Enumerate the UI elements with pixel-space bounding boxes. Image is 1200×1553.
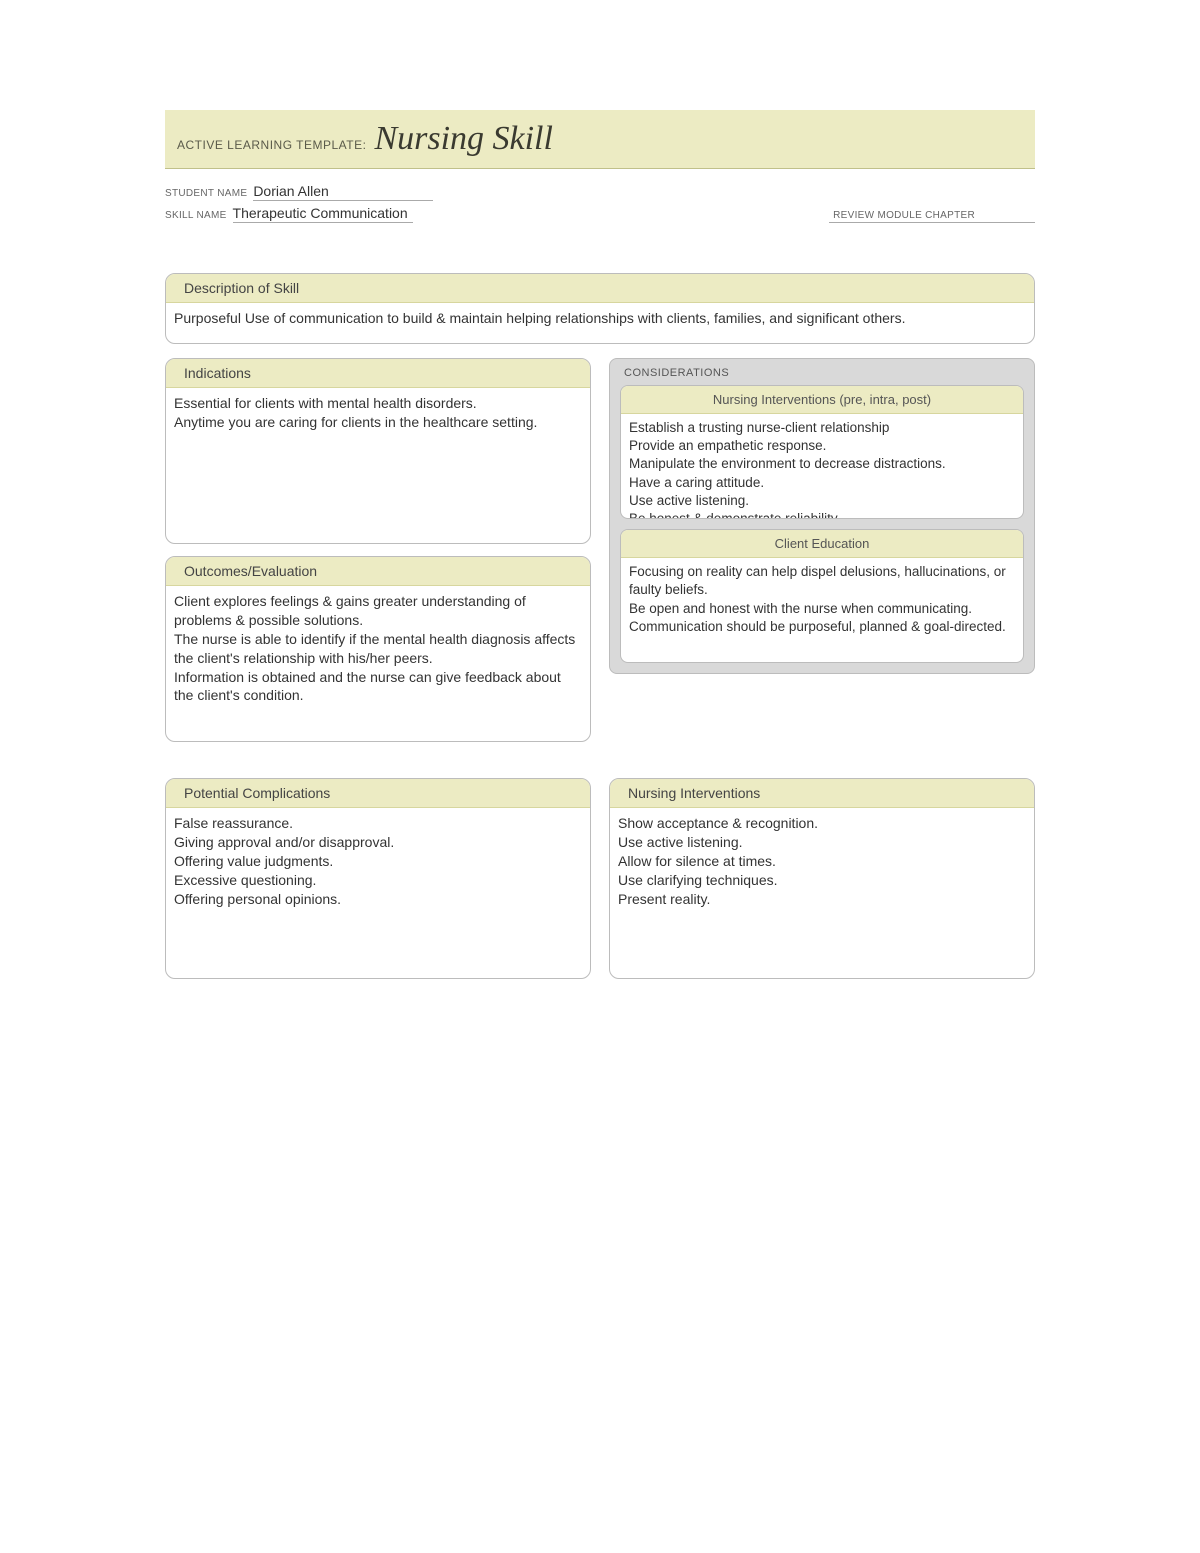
nursing-interventions-box: Nursing Interventions Show acceptance & … (609, 778, 1035, 979)
meta-section: STUDENT NAME Dorian Allen SKILL NAME The… (165, 169, 1035, 233)
indications-box: Indications Essential for clients with m… (165, 358, 591, 544)
outcomes-header: Outcomes/Evaluation (166, 557, 590, 586)
description-header: Description of Skill (166, 274, 1034, 303)
client-education-body: Focusing on reality can help dispel delu… (621, 558, 1023, 644)
nursing-interventions-pre-body: Establish a trusting nurse-client relati… (621, 414, 1023, 519)
indications-header: Indications (166, 359, 590, 388)
page: ACTIVE LEARNING TEMPLATE: Nursing Skill … (0, 0, 1200, 1031)
student-name-value: Dorian Allen (253, 183, 433, 201)
nursing-interventions-header: Nursing Interventions (610, 779, 1034, 808)
title-bar: ACTIVE LEARNING TEMPLATE: Nursing Skill (165, 110, 1035, 169)
title-prefix: ACTIVE LEARNING TEMPLATE: (177, 138, 366, 152)
client-education-header: Client Education (621, 530, 1023, 558)
row-indications-considerations: Indications Essential for clients with m… (165, 358, 1035, 754)
outcomes-body: Client explores feelings & gains greater… (166, 586, 590, 736)
description-box: Description of Skill Purposeful Use of c… (165, 273, 1035, 344)
student-name-label: STUDENT NAME (165, 188, 247, 199)
skill-name-label: SKILL NAME (165, 210, 227, 221)
outcomes-box: Outcomes/Evaluation Client explores feel… (165, 556, 591, 742)
skill-name-value: Therapeutic Communication (233, 205, 413, 223)
considerations-panel: CONSIDERATIONS Nursing Interventions (pr… (609, 358, 1035, 674)
description-body: Purposeful Use of communication to build… (166, 303, 1034, 343)
client-education-box: Client Education Focusing on reality can… (620, 529, 1024, 663)
skill-name-line: SKILL NAME Therapeutic Communication (165, 205, 413, 223)
row-complications-interventions: Potential Complications False reassuranc… (165, 778, 1035, 991)
page-title: Nursing Skill (374, 120, 553, 158)
complications-body: False reassurance.Giving approval and/or… (166, 808, 590, 978)
complications-box: Potential Complications False reassuranc… (165, 778, 591, 979)
content-boxes: Description of Skill Purposeful Use of c… (165, 273, 1035, 991)
review-module-label: REVIEW MODULE CHAPTER (829, 210, 1035, 223)
indications-body: Essential for clients with mental health… (166, 388, 590, 544)
nursing-interventions-pre-box: Nursing Interventions (pre, intra, post)… (620, 385, 1024, 519)
nursing-interventions-pre-header: Nursing Interventions (pre, intra, post) (621, 386, 1023, 414)
student-name-line: STUDENT NAME Dorian Allen (165, 183, 1035, 201)
complications-header: Potential Complications (166, 779, 590, 808)
considerations-label: CONSIDERATIONS (620, 367, 1024, 385)
nursing-interventions-body: Show acceptance & recognition.Use active… (610, 808, 1034, 978)
